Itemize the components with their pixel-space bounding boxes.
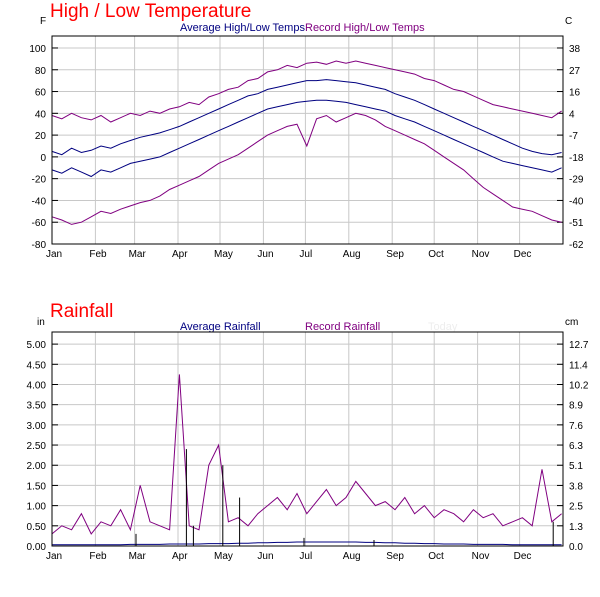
rain-x-tick-label: Jul: [299, 551, 312, 562]
rain-y-right-tick-label: 2.5: [569, 502, 583, 513]
temp-x-tick-label: Apr: [172, 249, 188, 260]
rain-legend-average: Average Rainfall: [180, 321, 261, 333]
temp-left-unit: F: [40, 16, 46, 27]
temp-y-tick-label: 80: [35, 66, 47, 77]
temp-right-unit: C: [565, 16, 572, 27]
temp-x-tick-label: Feb: [89, 249, 107, 260]
rain-chart-title: Rainfall: [50, 301, 113, 322]
temp-legend-average: Average High/Low Temps: [180, 22, 305, 34]
temp-y-right-tick-label: 27: [569, 66, 581, 77]
temp-y-right-tick-label: 16: [569, 88, 581, 99]
temp-y-tick-label: 20: [35, 131, 47, 142]
rain-x-tick-label: Sep: [386, 551, 404, 562]
temp-y-tick-label: 60: [35, 88, 47, 99]
temp-series-record-high: [51, 60, 562, 123]
temp-y-tick-label: 100: [29, 44, 46, 55]
rain-x-tick-label: Feb: [89, 551, 107, 562]
rain-y-right-tick-label: 3.8: [569, 481, 583, 492]
temp-legend-record: Record High/Low Temps: [305, 22, 425, 34]
rain-y-tick-label: 0.50: [27, 522, 47, 533]
temp-y-tick-label: -20: [32, 175, 47, 186]
temp-y-right-tick-label: -40: [569, 196, 584, 207]
temp-y-tick-label: 40: [35, 109, 47, 120]
rain-y-tick-label: 5.00: [27, 340, 47, 351]
temp-x-tick-label: Jul: [299, 249, 312, 260]
rain-y-right-tick-label: 1.3: [569, 522, 583, 533]
rain-y-right-tick-label: 8.9: [569, 401, 583, 412]
rain-legend-today: Today: [428, 321, 458, 333]
rain-y-tick-label: 2.00: [27, 461, 47, 472]
rain-series-average-rainfall: [52, 541, 562, 546]
rain-y-right-tick-label: 10.2: [569, 380, 589, 391]
temp-y-right-tick-label: -62: [569, 240, 584, 251]
rain-x-tick-label: Apr: [172, 551, 188, 562]
rain-x-tick-label: Jan: [46, 551, 62, 562]
rain-y-tick-label: 1.50: [27, 481, 47, 492]
rain-x-tick-label: Oct: [428, 551, 444, 562]
temp-x-tick-label: Oct: [428, 249, 444, 260]
rain-y-right-tick-label: 12.7: [569, 340, 589, 351]
rain-x-tick-label: May: [214, 551, 233, 562]
rain-right-unit: cm: [565, 317, 578, 328]
temp-x-tick-label: Jan: [46, 249, 62, 260]
rain-y-tick-label: 0.00: [27, 542, 47, 553]
temp-series-record-low: [51, 112, 562, 225]
temp-series-average-high: [51, 79, 562, 156]
temp-y-right-tick-label: 38: [569, 44, 581, 55]
temp-y-tick-label: -80: [32, 240, 47, 251]
rain-y-tick-label: 1.00: [27, 502, 47, 513]
temp-y-tick-label: 0: [40, 153, 46, 164]
temp-x-tick-label: Mar: [129, 249, 147, 260]
temp-y-right-tick-label: -51: [569, 218, 584, 229]
temp-x-tick-label: Nov: [472, 249, 490, 260]
temp-x-tick-label: Sep: [386, 249, 404, 260]
rain-series-record-rainfall: [51, 374, 562, 535]
temp-plot-frame: [51, 35, 564, 245]
rain-y-tick-label: 4.50: [27, 360, 47, 371]
temp-y-right-tick-label: -29: [569, 175, 584, 186]
temp-chart-title: High / Low Temperature: [50, 1, 251, 22]
rain-x-tick-label: Jun: [257, 551, 273, 562]
rain-y-right-tick-label: 11.4: [569, 360, 588, 371]
rain-x-tick-label: Nov: [472, 551, 490, 562]
temp-y-right-tick-label: -7: [569, 131, 578, 142]
rain-x-tick-label: Dec: [514, 551, 532, 562]
rain-y-right-tick-label: 6.3: [569, 441, 583, 452]
temp-series-average-low: [51, 99, 562, 178]
rain-y-right-tick-label: 5.1: [569, 461, 583, 472]
rain-y-tick-label: 2.50: [27, 441, 47, 452]
temp-y-tick-label: -60: [32, 218, 47, 229]
temp-y-right-tick-label: -18: [569, 153, 584, 164]
temp-y-tick-label: -40: [32, 196, 47, 207]
temp-y-right-tick-label: 4: [569, 109, 575, 120]
rain-y-tick-label: 3.50: [27, 401, 47, 412]
rain-y-tick-label: 3.00: [27, 421, 47, 432]
rain-legend-record: Record Rainfall: [305, 321, 380, 333]
rain-x-tick-label: Aug: [343, 551, 361, 562]
temp-x-tick-label: Jun: [257, 249, 273, 260]
rain-y-right-tick-label: 7.6: [569, 421, 583, 432]
rain-plot-frame: [51, 331, 564, 547]
rain-x-tick-label: Mar: [129, 551, 147, 562]
rain-y-right-tick-label: 0.0: [569, 542, 583, 553]
temp-x-tick-label: Dec: [514, 249, 532, 260]
rain-left-unit: in: [37, 317, 45, 328]
temp-x-tick-label: May: [214, 249, 233, 260]
rain-y-tick-label: 4.00: [27, 380, 47, 391]
temp-x-tick-label: Aug: [343, 249, 361, 260]
